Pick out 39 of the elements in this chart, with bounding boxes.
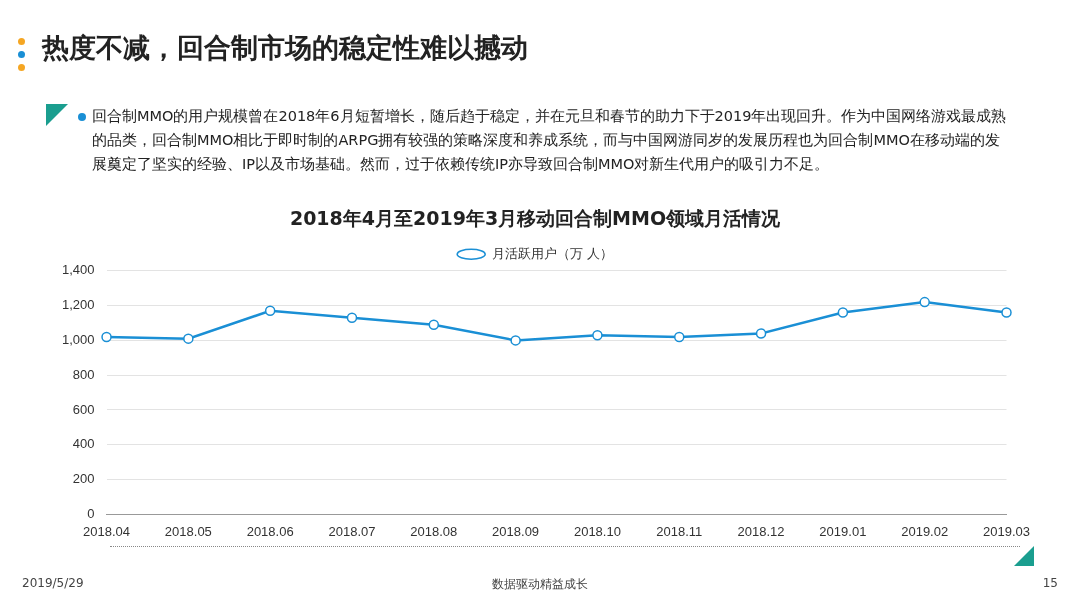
y-tick-label: 400 xyxy=(72,436,95,452)
x-tick-label: 2018.11 xyxy=(656,523,703,539)
x-tick-label: 2018.10 xyxy=(573,523,621,539)
y-tick-label: 600 xyxy=(72,401,95,417)
point xyxy=(428,319,440,330)
text: 回合制MMO的用户规模曾在2018年6月短暂增长，随后趋于稳定，并在元旦和春节的助力下于2019年出现回升。作为中国网络游戏最成熟的品类，回合制MMO相比于即时制的ARPG拥有较强的策略深度和养成系统，而与中国网游同岁的发展历程也为回合制MMO在移动端的发展奠定了坚实的经验、IP以及市场基础。然而，过于依赖传统IP亦导致回合制MMO对新生代用户的吸引力不足。 xyxy=(92,107,1008,174)
point xyxy=(264,305,276,317)
point xyxy=(837,307,849,318)
point xyxy=(510,335,521,346)
y-tick-label: 200 xyxy=(72,471,95,487)
point xyxy=(101,331,112,343)
x-tick-label: 2019.01 xyxy=(819,523,867,539)
x-tick-label: 2018.05 xyxy=(164,523,212,539)
point xyxy=(673,331,685,343)
x-tick-label: 2018.07 xyxy=(328,523,376,539)
point xyxy=(919,296,930,308)
point xyxy=(183,333,194,344)
y-tick-label: 0 xyxy=(87,505,95,521)
x-tick-label: 2019.03 xyxy=(983,523,1030,539)
y-tick-label: 800 xyxy=(72,366,95,382)
point xyxy=(1001,307,1012,318)
point xyxy=(592,329,603,341)
text: 2019/5/29 xyxy=(22,576,84,590)
x-tick-label: 2018.08 xyxy=(410,523,458,539)
point xyxy=(346,312,358,324)
text: 热度不减，回合制市场的稳定性难以撼动 xyxy=(42,31,528,65)
x-tick-label: 2018.09 xyxy=(492,523,540,539)
x-tick-label: 2018.06 xyxy=(246,523,294,539)
text: 数据驱动精益成长 xyxy=(492,577,588,591)
x-tick-label: 2018.12 xyxy=(737,523,785,539)
legend-label: 月活跃用户（万 人） xyxy=(491,245,613,261)
y-tick-label: 1,400 xyxy=(61,262,95,278)
chart-title: 2018年4月至2019年3月移动回合制MMO领域月活情况 xyxy=(289,207,782,230)
y-tick-label: 1,200 xyxy=(61,297,95,313)
y-tick-label: 1,000 xyxy=(61,331,95,347)
point xyxy=(755,328,767,339)
text: 15 xyxy=(1042,576,1058,590)
x-tick-label: 2018.04 xyxy=(83,523,131,539)
x-tick-label: 2019.02 xyxy=(901,523,949,539)
